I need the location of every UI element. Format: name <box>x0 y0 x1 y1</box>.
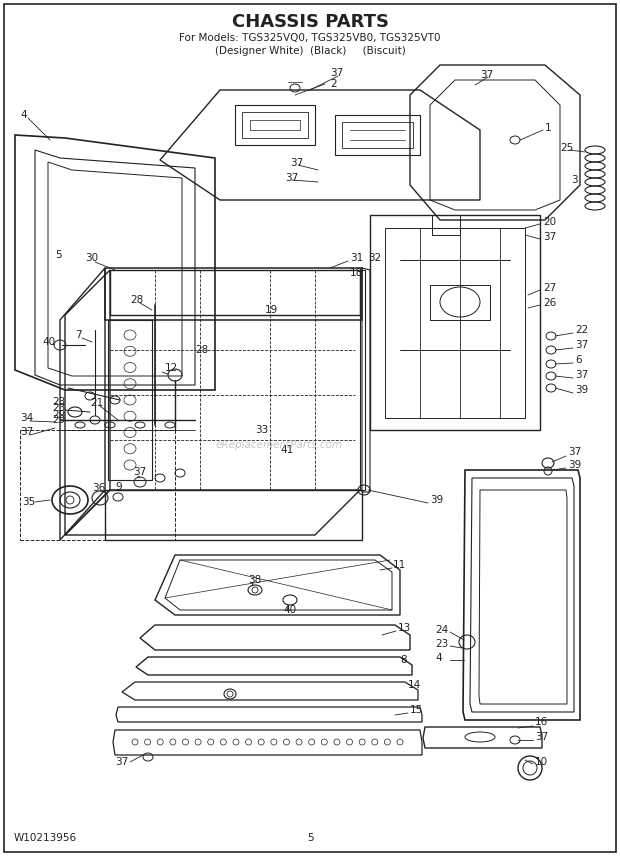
Text: 37: 37 <box>535 732 548 742</box>
Text: 3: 3 <box>572 175 578 185</box>
Text: (Designer White)  (Black)     (Biscuit): (Designer White) (Black) (Biscuit) <box>215 46 405 56</box>
Text: 6: 6 <box>575 355 582 365</box>
Text: 18: 18 <box>350 268 363 278</box>
Text: 8: 8 <box>400 655 407 665</box>
Text: 28: 28 <box>195 345 208 355</box>
Text: 37: 37 <box>575 340 588 350</box>
Text: 29: 29 <box>52 415 65 425</box>
Text: 5: 5 <box>307 833 313 843</box>
Text: 22: 22 <box>575 325 588 335</box>
Text: 37: 37 <box>568 447 582 457</box>
Text: 1: 1 <box>545 123 552 133</box>
Text: 37: 37 <box>20 427 33 437</box>
Text: 41: 41 <box>280 445 293 455</box>
Text: 39: 39 <box>575 385 588 395</box>
Text: 16: 16 <box>535 717 548 727</box>
Text: 31: 31 <box>350 253 363 263</box>
Text: 24: 24 <box>435 625 448 635</box>
Text: 5: 5 <box>55 250 61 260</box>
Text: 34: 34 <box>20 413 33 423</box>
Text: 33: 33 <box>255 425 268 435</box>
Text: 7: 7 <box>75 330 82 340</box>
Text: 35: 35 <box>22 497 35 507</box>
Text: 10: 10 <box>535 757 548 767</box>
Text: 21: 21 <box>90 398 104 408</box>
Text: 4: 4 <box>20 110 27 120</box>
Text: 27: 27 <box>543 283 556 293</box>
Text: 26: 26 <box>543 298 556 308</box>
Text: 23: 23 <box>435 639 448 649</box>
Text: 40: 40 <box>42 337 55 347</box>
Text: 37: 37 <box>290 158 303 168</box>
Text: 30: 30 <box>85 253 98 263</box>
Text: For Models: TGS325VQ0, TGS325VB0, TGS325VT0: For Models: TGS325VQ0, TGS325VB0, TGS325… <box>179 33 441 43</box>
Text: 13: 13 <box>398 623 411 633</box>
Text: 37: 37 <box>115 757 128 767</box>
Text: 37: 37 <box>575 370 588 380</box>
Text: 28: 28 <box>130 295 143 305</box>
Text: CHASSIS PARTS: CHASSIS PARTS <box>231 13 389 31</box>
Text: 14: 14 <box>408 680 421 690</box>
Text: 39: 39 <box>568 460 582 470</box>
Text: 37: 37 <box>543 232 556 242</box>
Text: 37: 37 <box>330 68 343 78</box>
Text: 37: 37 <box>285 173 298 183</box>
Text: W10213956: W10213956 <box>14 833 77 843</box>
Text: 23: 23 <box>52 397 65 407</box>
Text: 2: 2 <box>330 79 337 89</box>
Text: 15: 15 <box>410 705 423 715</box>
Text: eReplacementParts.com: eReplacementParts.com <box>215 440 343 450</box>
Text: 40: 40 <box>283 605 296 615</box>
Text: 9: 9 <box>115 482 122 492</box>
Text: 12: 12 <box>165 363 179 373</box>
Text: 4: 4 <box>435 653 441 663</box>
Text: 29: 29 <box>52 410 65 420</box>
Text: 23: 23 <box>52 403 65 413</box>
Text: 19: 19 <box>265 305 278 315</box>
Text: 39: 39 <box>430 495 443 505</box>
Text: 36: 36 <box>92 483 105 493</box>
Text: 20: 20 <box>543 217 556 227</box>
Text: 32: 32 <box>368 253 381 263</box>
Text: 37: 37 <box>480 70 494 80</box>
Text: 38: 38 <box>248 575 261 585</box>
Text: 37: 37 <box>133 467 146 477</box>
Text: 11: 11 <box>393 560 406 570</box>
Text: 25: 25 <box>560 143 574 153</box>
